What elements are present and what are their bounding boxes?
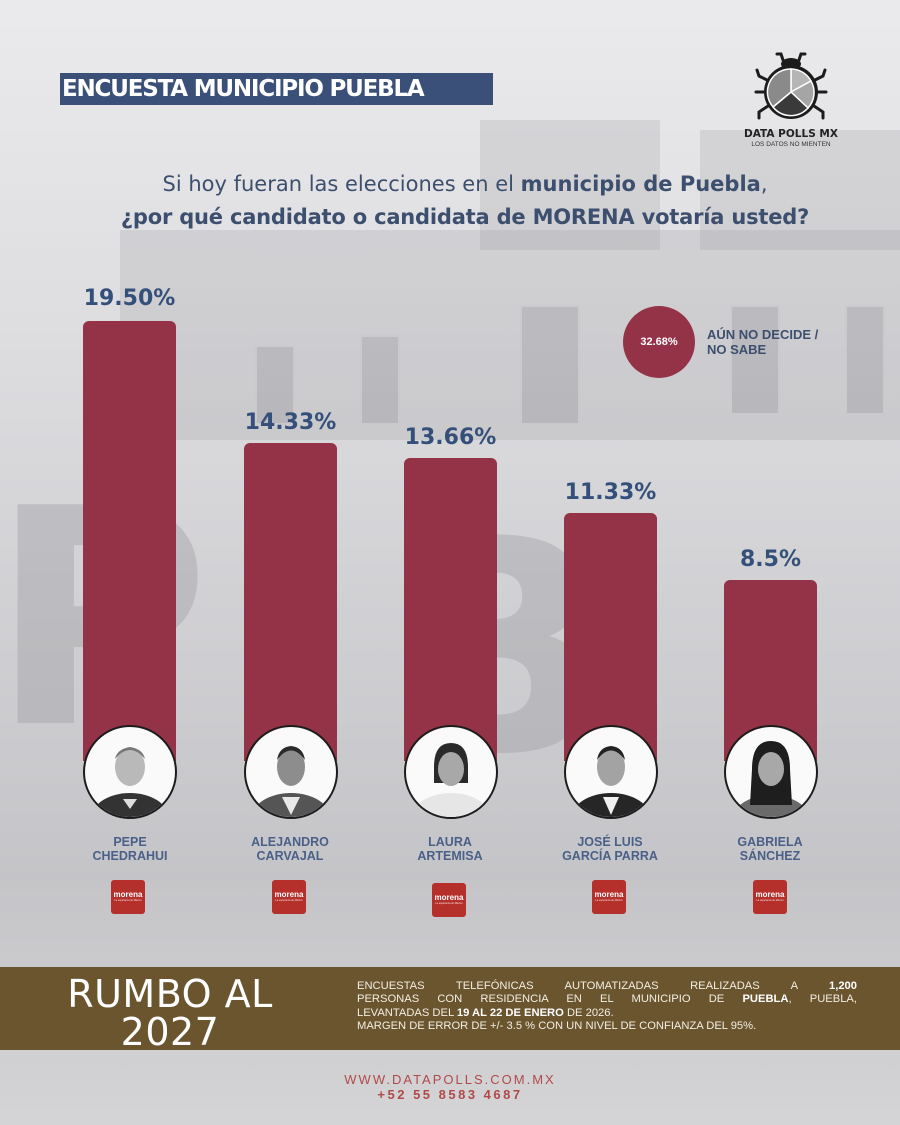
bar-value: 11.33% [564, 480, 657, 505]
morena-logo-icon: morena La esperanza de México [432, 883, 466, 917]
candidate-photo-4 [564, 725, 658, 819]
party-logo-text: morena [755, 890, 785, 899]
person-icon [733, 741, 809, 817]
bar-value: 8.5% [739, 547, 801, 572]
method-text: LEVANTADAS DEL [357, 1006, 457, 1019]
bar-value: 13.66% [404, 425, 497, 450]
candidate-photo-2 [244, 725, 338, 819]
name-line-2: SÁNCHEZ [739, 849, 801, 863]
method-emphasis: PUEBLA [742, 993, 789, 1006]
person-icon [411, 743, 491, 817]
person-icon [571, 746, 651, 817]
bar [83, 321, 176, 761]
person-icon [92, 747, 168, 817]
name-line-1: LAURA [428, 835, 472, 849]
method-text: PERSONAS CON RESIDENCIA EN EL MUNICIPIO … [357, 993, 743, 1006]
bar-value: 14.33% [244, 410, 337, 435]
rumbo-line-2: 2027 [120, 1010, 220, 1054]
undecided-indicator: 32.68% AÚN NO DECIDE / NO SABE [623, 306, 818, 378]
brand-name: DATA POLLS MX [744, 128, 838, 140]
method-emphasis: 1,200 [829, 980, 857, 992]
brand-tagline: LOS DATOS NO MIENTEN [751, 141, 831, 148]
page-title: ENCUESTA MUNICIPIO PUEBLA [60, 73, 493, 105]
question-line-1: Si hoy fueran las elecciones en el munic… [0, 168, 900, 201]
method-line-2: PERSONAS CON RESIDENCIA EN EL MUNICIPIO … [357, 993, 857, 1006]
question-line-2: ¿por qué candidato o candidata de MORENA… [120, 205, 810, 229]
party-logo-subtext: La esperanza de México [756, 899, 784, 902]
party-logo-text: morena [274, 890, 304, 899]
rumbo-line-1: RUMBO AL [67, 972, 273, 1016]
candidate-photo-1 [83, 725, 177, 819]
methodology-note: ENCUESTAS TELEFÓNICAS AUTOMATIZADAS REAL… [357, 980, 857, 1033]
candidate-name-2: ALEJANDRO CARVAJAL [210, 835, 370, 863]
candidate-name-5: GABRIELA SÁNCHEZ [690, 835, 850, 863]
candidate-name-4: JOSÉ LUIS GARCÍA PARRA [530, 835, 690, 863]
party-logo-text: morena [594, 890, 624, 899]
party-logo-subtext: La esperanza de México [275, 899, 303, 902]
party-logo-subtext: La esperanza de México [435, 902, 463, 905]
name-line-2: CARVAJAL [256, 849, 324, 863]
name-line-1: JOSÉ LUIS [577, 835, 643, 849]
party-logo-subtext: La esperanza de México [595, 899, 623, 902]
phone-number: +52 55 8583 4687 [377, 1087, 523, 1102]
undecided-label-line-2: NO SABE [707, 342, 767, 357]
survey-question: Si hoy fueran las elecciones en el munic… [0, 168, 900, 234]
party-logo-text: morena [113, 890, 143, 899]
morena-logo-icon: morena La esperanza de México [592, 880, 626, 914]
name-line-1: PEPE [113, 835, 147, 849]
method-text: DE 2026. [563, 1006, 614, 1019]
morena-logo-icon: morena La esperanza de México [753, 880, 787, 914]
undecided-value: 32.68% [623, 306, 695, 378]
name-line-2: GARCÍA PARRA [562, 849, 658, 863]
person-icon [251, 746, 331, 817]
footer-band [0, 967, 900, 1050]
method-text: ENCUESTAS TELEFÓNICAS AUTOMATIZADAS REAL… [357, 980, 829, 992]
method-line-4: MARGEN DE ERROR DE +/- 3.5 % CON UN NIVE… [357, 1019, 757, 1032]
name-line-1: GABRIELA [737, 835, 803, 849]
question-emphasis: municipio de Puebla [520, 172, 761, 196]
bar [404, 458, 497, 761]
name-line-1: ALEJANDRO [251, 835, 329, 849]
undecided-label: AÚN NO DECIDE / NO SABE [707, 327, 818, 357]
ladybug-pie-chart-icon [754, 52, 828, 120]
question-text: Si hoy fueran las elecciones en el [162, 172, 521, 196]
name-line-2: ARTEMISA [417, 849, 483, 863]
bar-value: 19.50% [83, 286, 176, 311]
method-text: , PUEBLA, [788, 993, 857, 1006]
morena-logo-icon: morena La esperanza de México [111, 880, 145, 914]
rumbo-al-2027-heading: RUMBO AL 2027 [30, 975, 310, 1051]
morena-logo-icon: morena La esperanza de México [272, 880, 306, 914]
candidate-photo-5 [724, 725, 818, 819]
candidate-photo-3 [404, 725, 498, 819]
question-punct: , [760, 172, 768, 196]
method-emphasis: 19 AL 22 DE ENERO [456, 1006, 564, 1019]
method-line-1: ENCUESTAS TELEFÓNICAS AUTOMATIZADAS REAL… [357, 980, 857, 993]
brand-logo: DATA POLLS MX LOS DATOS NO MIENTEN [736, 52, 846, 148]
candidate-name-3: LAURA ARTEMISA [370, 835, 530, 863]
bar [564, 513, 657, 761]
candidate-name-1: PEPE CHEDRAHUI [50, 835, 210, 863]
contact-info: WWW.DATAPOLLS.COM.MX +52 55 8583 4687 [0, 1072, 900, 1102]
method-line-3: LEVANTADAS DEL 19 AL 22 DE ENERO DE 2026… [357, 1007, 857, 1020]
party-logo-subtext: La esperanza de México [114, 899, 142, 902]
party-logo-text: morena [434, 893, 464, 902]
name-line-2: CHEDRAHUI [92, 849, 168, 863]
website-link[interactable]: WWW.DATAPOLLS.COM.MX [344, 1072, 556, 1087]
undecided-label-line-1: AÚN NO DECIDE / [707, 327, 819, 342]
bar [244, 443, 337, 761]
